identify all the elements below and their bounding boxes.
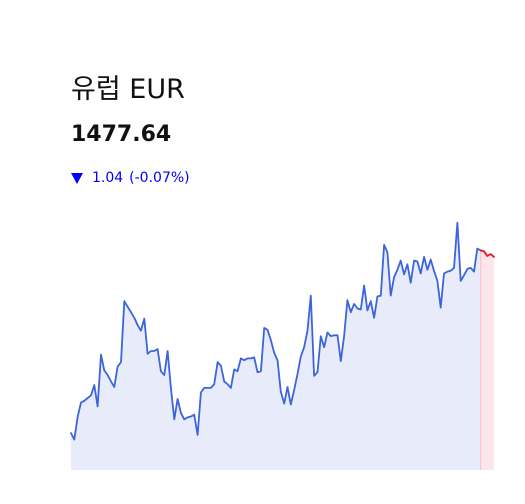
current-price: 1477.64 <box>71 122 172 147</box>
tail-area-fill <box>480 250 494 470</box>
chart-body <box>70 221 495 470</box>
tail-series-line <box>479 249 495 258</box>
currency-title: 유럽 EUR <box>71 74 185 105</box>
price-change: 1.04 (-0.07%) <box>71 171 190 185</box>
main-series-line <box>70 221 482 441</box>
change-amount: 1.04 <box>92 170 124 186</box>
change-percent: (-0.07%) <box>129 170 190 186</box>
main-area-fill <box>71 222 481 470</box>
down-triangle-icon <box>71 173 83 184</box>
